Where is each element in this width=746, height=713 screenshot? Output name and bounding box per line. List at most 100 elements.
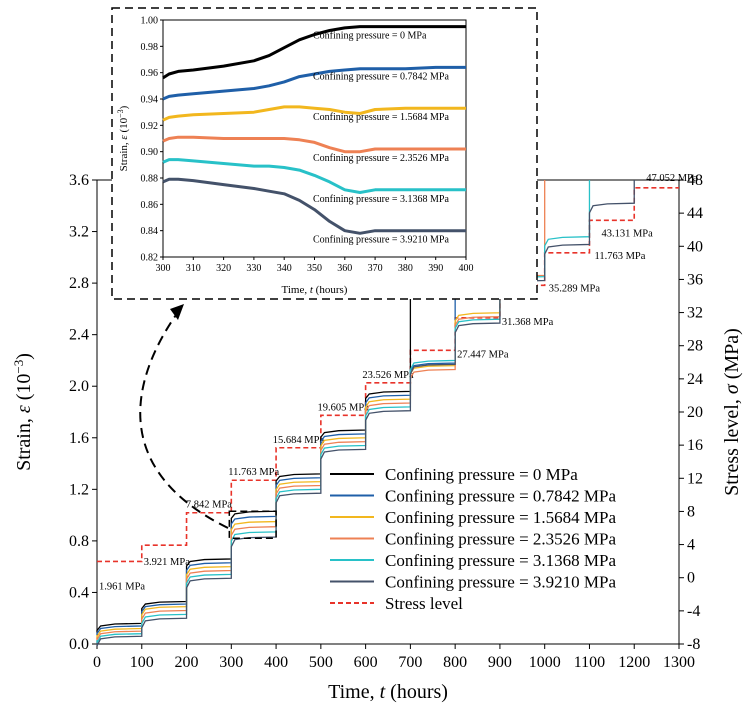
x-tick-label: 500 bbox=[309, 654, 333, 671]
y-tick-label: 2.4 bbox=[69, 327, 89, 344]
legend-label: Confining pressure = 3.9210 MPa bbox=[385, 573, 616, 592]
stress-label: 1.961 MPa bbox=[99, 581, 145, 592]
inset-y-tick-label: 0.86 bbox=[141, 200, 159, 211]
x-tick-label: 1000 bbox=[529, 654, 561, 671]
main-chart: 0 100 200 300 400 500 600 700 800 900 1000 1100 1200… bbox=[11, 172, 744, 703]
y-tick-label: 0.4 bbox=[69, 584, 89, 601]
strain-series-line bbox=[96, 180, 501, 639]
inset-series-line bbox=[162, 65, 466, 101]
inset-y-tick-label: 0.94 bbox=[141, 95, 159, 106]
inset-y-tick-label: 0.90 bbox=[141, 147, 159, 158]
stress-label: 27.447 MPa bbox=[457, 349, 509, 360]
y2-tick-label: 0 bbox=[687, 570, 695, 587]
stress-level-line bbox=[97, 187, 679, 563]
y2-tick-label: 12 bbox=[687, 470, 703, 487]
inset-x-tick-label: 400 bbox=[459, 263, 474, 274]
inset-x-tick-label: 350 bbox=[307, 263, 322, 274]
inset-series-line bbox=[162, 105, 466, 122]
y-tick-label: 2.8 bbox=[69, 275, 89, 292]
legend-label: Confining pressure = 2.3526 MPa bbox=[385, 530, 616, 549]
stress-label: 3.921 MPa bbox=[144, 557, 190, 568]
inset-y-tick-label: 0.92 bbox=[141, 121, 159, 132]
x-tick-label: 0 bbox=[93, 654, 101, 671]
inset-y-axis-label: Strain, ε (10−3) bbox=[116, 105, 131, 171]
inset-x-tick-label: 310 bbox=[186, 263, 201, 274]
x-axis-label: Time, t (hours) bbox=[328, 681, 448, 703]
zoom-arrow-line bbox=[139, 311, 229, 529]
inset-x-tick-label: 390 bbox=[428, 263, 443, 274]
inset-y-tick-label: 0.82 bbox=[141, 253, 159, 264]
inset-y-tick-label: 0.96 bbox=[141, 68, 159, 79]
inset-x-tick-label: 300 bbox=[156, 263, 171, 274]
stress-label: 31.368 MPa bbox=[502, 317, 554, 328]
inset-x-tick-label: 330 bbox=[246, 263, 261, 274]
x-tick-label: 900 bbox=[488, 654, 512, 671]
x-tick-label: 200 bbox=[175, 654, 199, 671]
legend-label: Confining pressure = 1.5684 MPa bbox=[385, 508, 616, 527]
y-tick-label: 0.0 bbox=[69, 636, 89, 653]
y-tick-label: 3.2 bbox=[69, 224, 89, 241]
inset-series-label: Confining pressure = 3.9210 MPa bbox=[313, 235, 449, 246]
y-tick-label: 3.6 bbox=[69, 172, 89, 189]
inset-chart: 300 310 320 330 340 350 360 370 380 390 400 0.82 0.8… bbox=[111, 7, 538, 300]
x-tick-label: 300 bbox=[219, 654, 243, 671]
stress-label: 23.526 MPa bbox=[362, 370, 414, 381]
inset-series-line bbox=[162, 135, 466, 154]
y2-tick-label: 36 bbox=[687, 271, 703, 288]
inset-series-label: Confining pressure = 0.7842 MPa bbox=[313, 71, 449, 82]
x-tick-label: 700 bbox=[398, 654, 422, 671]
x-tick-label: 1300 bbox=[663, 654, 695, 671]
stress-label: 7.842 MPa bbox=[186, 500, 232, 511]
inset-series-label: Confining pressure = 3.1368 MPa bbox=[313, 194, 449, 205]
y2-tick-label: 48 bbox=[687, 172, 703, 189]
y2-tick-label: -4 bbox=[687, 603, 700, 620]
y2-axis-label: Stress level, σ (MPa) bbox=[721, 328, 743, 496]
x-tick-label: 1200 bbox=[618, 654, 650, 671]
x-tick-label: 100 bbox=[130, 654, 154, 671]
inset-x-tick-label: 380 bbox=[398, 263, 413, 274]
inset-y-tick-label: 1.00 bbox=[141, 16, 159, 27]
y2-tick-label: 40 bbox=[687, 238, 703, 255]
inset-series-label: Confining pressure = 2.3526 MPa bbox=[313, 153, 449, 164]
zoom-box bbox=[228, 510, 277, 540]
stress-label: 47.052 MPa bbox=[646, 173, 698, 184]
inset-x-tick-label: 370 bbox=[368, 263, 383, 274]
inset-series-line bbox=[162, 177, 466, 235]
x-tick-label: 400 bbox=[264, 654, 288, 671]
stress-label: 11.763 MPa bbox=[594, 251, 645, 262]
legend-label: Confining pressure = 3.1368 MPa bbox=[385, 551, 616, 570]
inset-series-label: Confining pressure = 0 MPa bbox=[313, 31, 427, 42]
inset-x-tick-label: 340 bbox=[277, 263, 292, 274]
inset-x-tick-label: 360 bbox=[337, 263, 352, 274]
stress-label: 19.605 MPa bbox=[318, 402, 370, 413]
x-tick-label: 600 bbox=[354, 654, 378, 671]
y2-tick-label: -8 bbox=[687, 636, 700, 653]
inset-x-tick-label: 320 bbox=[216, 263, 231, 274]
legend-label: Stress level bbox=[385, 594, 463, 613]
inset-series-line bbox=[162, 25, 466, 80]
y-tick-label: 1.6 bbox=[69, 430, 89, 447]
inset-x-axis-label: Time, t (hours) bbox=[282, 284, 348, 296]
y2-tick-label: 4 bbox=[687, 537, 695, 554]
legend-label: Confining pressure = 0 MPa bbox=[385, 465, 578, 484]
y2-tick-label: 20 bbox=[687, 404, 703, 421]
strain-series-line bbox=[96, 180, 635, 647]
x-tick-label: 800 bbox=[443, 654, 467, 671]
inset-y-tick-label: 0.88 bbox=[141, 174, 159, 185]
x-tick-label: 1100 bbox=[574, 654, 605, 671]
inset-series-line bbox=[162, 158, 466, 194]
y-tick-label: 1.2 bbox=[69, 481, 89, 498]
stress-label: 11.763 MPa bbox=[228, 467, 279, 478]
y2-tick-label: 28 bbox=[687, 338, 703, 355]
legend: Confining pressure = 0 MPa Confining pres… bbox=[330, 465, 616, 613]
stress-label: 15.684 MPa bbox=[273, 435, 325, 446]
inset-y-tick-label: 0.84 bbox=[141, 226, 159, 237]
y2-tick-label: 24 bbox=[687, 371, 703, 388]
inset-series-label: Confining pressure = 1.5684 MPa bbox=[313, 112, 449, 123]
zoom-annotation bbox=[139, 304, 277, 540]
y-tick-label: 0.8 bbox=[69, 533, 89, 550]
y-axis-label: Strain, ε (10−3) bbox=[11, 353, 36, 471]
y2-tick-label: 8 bbox=[687, 503, 695, 520]
stress-label: 35.289 MPa bbox=[549, 283, 601, 294]
